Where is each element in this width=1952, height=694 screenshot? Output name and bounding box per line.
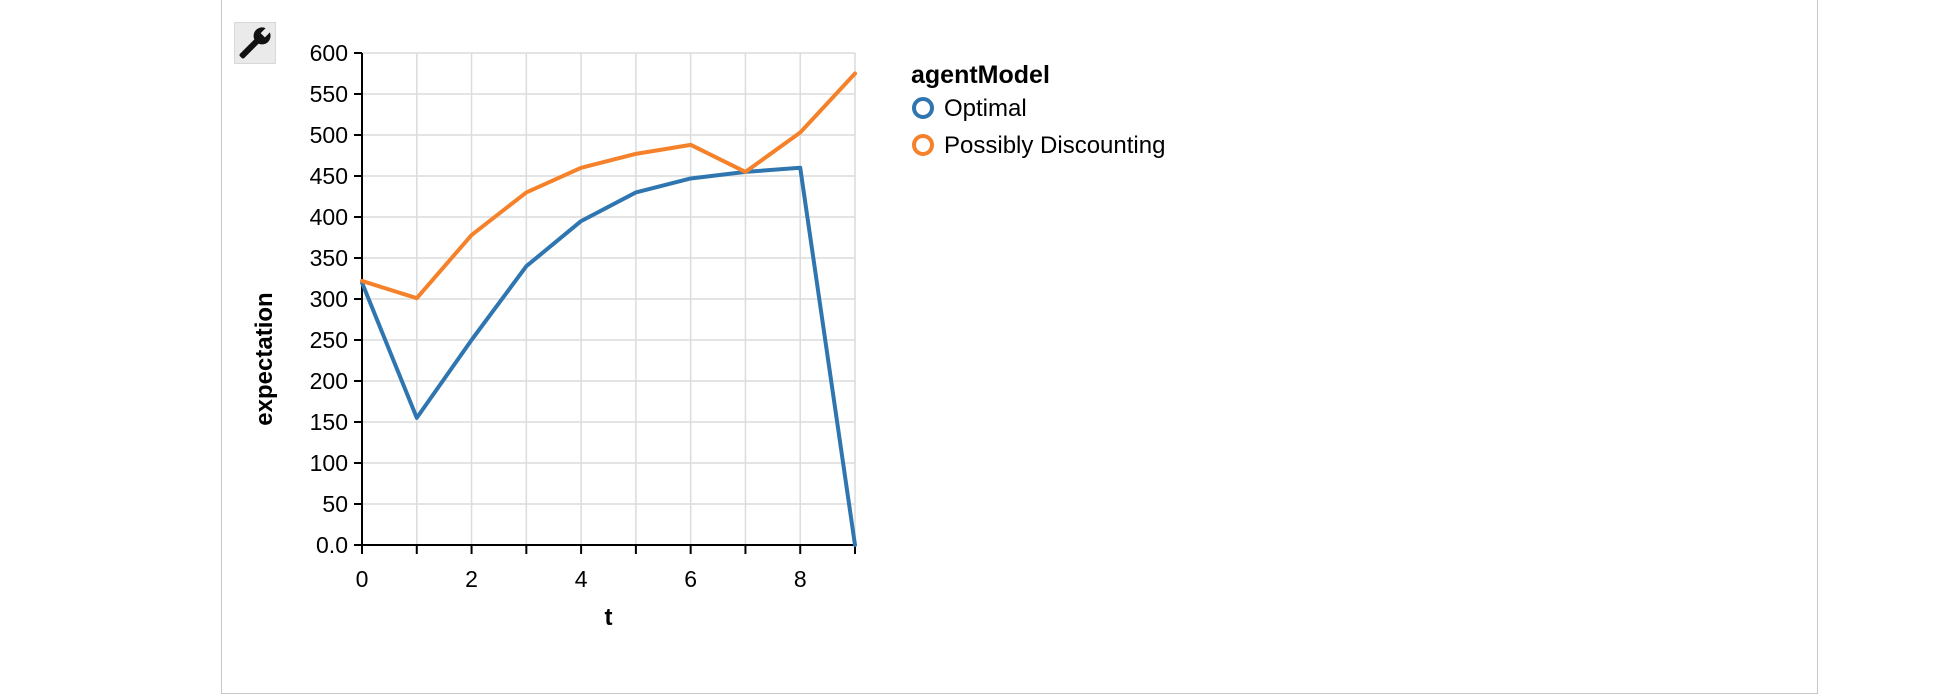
chart-series <box>360 71 857 547</box>
output-panel <box>221 0 1818 694</box>
y-tick-label: 0.0 <box>316 532 348 558</box>
wrench-icon <box>239 26 272 59</box>
line-chart: 0.0 50 100 150 200 250 300 350 400 450 500 550 600 0… <box>251 40 1165 631</box>
y-tick-label: 600 <box>310 40 348 66</box>
legend-item[interactable]: Optimal <box>912 95 1027 122</box>
y-tick-label: 200 <box>310 368 348 394</box>
legend-swatch <box>912 134 934 156</box>
chart-tools-button[interactable] <box>234 22 276 64</box>
x-axis-title: t <box>605 604 613 631</box>
y-tick-label: 150 <box>310 409 348 435</box>
legend-label: Optimal <box>944 95 1027 122</box>
x-axis-ticks: 0 2 4 6 8 <box>356 545 856 592</box>
y-tick-label: 400 <box>310 204 348 230</box>
y-tick-label: 50 <box>322 491 348 517</box>
legend-item[interactable]: Possibly Discounting <box>912 132 1165 159</box>
y-tick-label: 300 <box>310 286 348 312</box>
y-tick-label: 350 <box>310 245 348 271</box>
chart-legend: agentModel Optimal Possibly Discounting <box>911 61 1165 159</box>
y-axis-ticks: 0.0 50 100 150 200 250 300 350 400 450 500 550 600 <box>310 40 362 558</box>
y-tick-label: 250 <box>310 327 348 353</box>
x-tick-label: 2 <box>465 566 478 592</box>
y-tick-label: 500 <box>310 122 348 148</box>
series-line-possibly-discounting <box>360 71 857 301</box>
legend-swatch <box>912 97 934 119</box>
legend-items: Optimal Possibly Discounting <box>912 95 1165 159</box>
x-tick-label: 8 <box>794 566 807 592</box>
y-tick-label: 100 <box>310 450 348 476</box>
y-tick-label: 550 <box>310 81 348 107</box>
chart-grid <box>361 52 856 546</box>
x-tick-label: 6 <box>684 566 697 592</box>
x-tick-label: 0 <box>356 566 369 592</box>
series-line-optimal <box>360 165 857 547</box>
y-axis-title: expectation <box>251 292 278 425</box>
x-tick-label: 4 <box>575 566 588 592</box>
y-tick-label: 450 <box>310 163 348 189</box>
legend-title: agentModel <box>911 61 1050 89</box>
legend-label: Possibly Discounting <box>944 132 1165 159</box>
